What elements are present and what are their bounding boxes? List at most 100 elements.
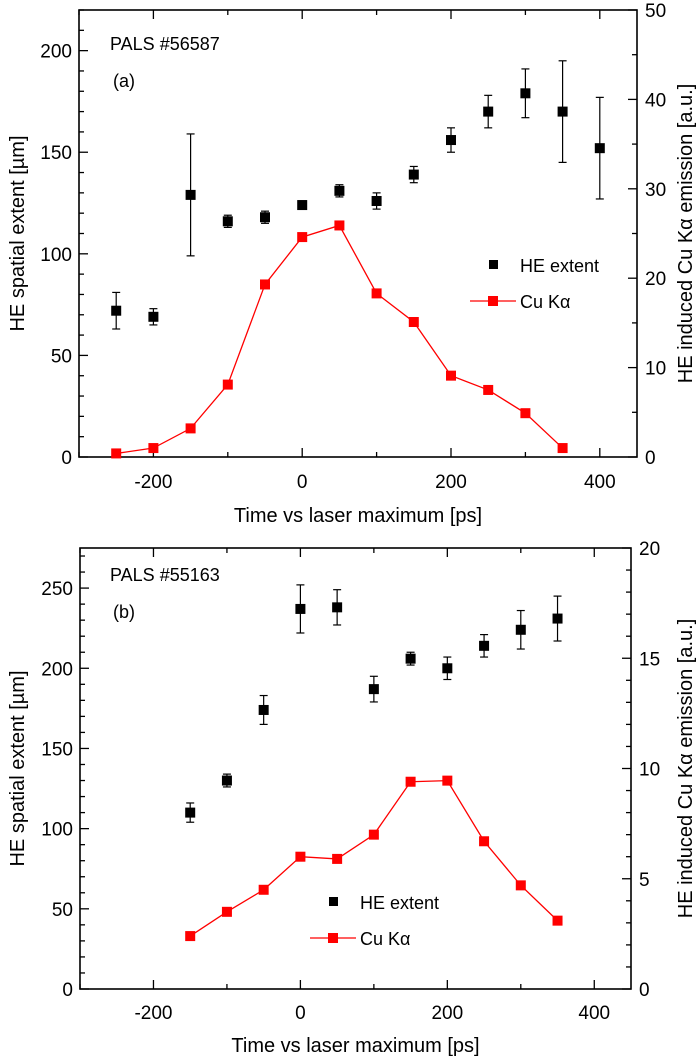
legend-marker-cu-kalpha [488, 296, 498, 306]
legend-marker-he-extent [489, 260, 498, 269]
x-axis-title: Time vs laser maximum [ps] [234, 505, 482, 527]
data-point [552, 915, 563, 926]
y-tick-label: 200 [40, 42, 72, 63]
data-point [515, 880, 526, 891]
y2-tick-label: 5 [639, 870, 650, 891]
y-tick-label: 0 [61, 448, 72, 469]
data-point [297, 232, 308, 243]
data-point [446, 135, 456, 146]
y-tick-label: 250 [41, 579, 73, 600]
data-point [260, 279, 270, 290]
data-point [405, 653, 416, 664]
x-tick-label: 0 [295, 1003, 306, 1024]
data-point [334, 220, 345, 231]
series-he-extent [185, 584, 563, 823]
x-tick-label: 200 [431, 1003, 463, 1024]
data-point [483, 384, 494, 395]
legend-label-cu-kalpha: Cu Kα [520, 292, 570, 312]
data-point [222, 216, 233, 227]
data-point [258, 704, 269, 715]
x-axis-title: Time vs laser maximum [ps] [231, 1035, 479, 1057]
data-point [295, 851, 306, 862]
data-point [334, 185, 345, 196]
y2-axis-title: HE induced Cu Kα emission [a.u.] [675, 84, 697, 383]
x-tick-label: 400 [578, 1003, 610, 1024]
data-point [479, 836, 490, 847]
panel-label: (b) [113, 602, 135, 622]
data-point [479, 640, 490, 651]
data-point [515, 624, 526, 635]
series-he-extent [111, 60, 605, 330]
y-tick-label: 200 [41, 659, 73, 680]
y-tick-label: 100 [41, 820, 73, 841]
panel-label: (a) [113, 71, 135, 91]
legend-label-cu-kalpha: Cu Kα [360, 929, 410, 949]
data-point [408, 169, 419, 180]
series-cu-kalpha [111, 220, 568, 459]
y2-tick-label: 10 [645, 359, 666, 380]
plot-frame [78, 9, 638, 458]
panel-b: -200 0 200 400 0 50 100 150 200 250 0 5 10 15 20 Time v… [7, 539, 697, 1057]
y2-tick-label: 0 [639, 980, 650, 1001]
data-point [295, 603, 306, 614]
data-point [368, 684, 379, 695]
data-point [297, 200, 308, 211]
y2-axis-title: HE induced Cu Kα emission [a.u.] [675, 619, 697, 918]
data-point [258, 884, 269, 895]
data-point [260, 212, 270, 223]
data-point [371, 288, 382, 299]
data-point [371, 195, 382, 206]
y2-tick-label: 20 [645, 269, 666, 290]
series-cu-kalpha [185, 775, 563, 942]
data-point [332, 853, 343, 864]
data-point [185, 189, 196, 200]
data-point [221, 906, 232, 917]
y-axis-title: HE spatial extent [µm] [7, 135, 29, 331]
data-point [185, 931, 196, 942]
data-point [557, 106, 568, 117]
data-point [111, 305, 122, 316]
x-tick-label: 0 [297, 472, 308, 493]
y2-tick-label: 10 [639, 760, 660, 781]
data-point [185, 807, 196, 818]
data-point [332, 602, 343, 613]
y-tick-label: 100 [40, 245, 72, 266]
data-point [594, 143, 605, 154]
data-point [442, 663, 453, 674]
shot-annotation: PALS #56587 [110, 34, 220, 54]
y-tick-label: 150 [41, 739, 73, 760]
x-tick-label: 200 [435, 472, 467, 493]
y2-tick-label: 15 [639, 649, 660, 670]
legend-marker-cu-kalpha [328, 933, 338, 943]
y-tick-label: 50 [51, 346, 72, 367]
data-point [520, 408, 531, 419]
shot-annotation: PALS #55163 [110, 565, 220, 585]
data-point [222, 379, 233, 390]
series-line [116, 224, 564, 455]
data-point [442, 775, 453, 786]
y-tick-label: 150 [40, 143, 72, 164]
x-tick-label: -200 [134, 472, 172, 493]
data-point [111, 448, 122, 459]
y2-tick-label: 30 [645, 180, 666, 201]
y2-tick-label: 40 [645, 90, 666, 111]
data-point [446, 370, 456, 381]
legend-label-he-extent: HE extent [360, 893, 439, 913]
legend: HE extent Cu Kα [310, 893, 439, 949]
x-tick-label: -200 [134, 1003, 172, 1024]
legend: HE extent Cu Kα [470, 256, 599, 312]
data-point [185, 423, 196, 434]
data-point [148, 311, 159, 322]
data-point [408, 317, 419, 328]
plot-frame [79, 547, 632, 990]
y-tick-label: 50 [52, 900, 73, 921]
panel-a: -200 0 200 400 0 50 100 150 200 0 10 20 30 40 50 Time v… [7, 1, 697, 527]
legend-label-he-extent: HE extent [520, 256, 599, 276]
data-point [405, 776, 416, 787]
data-point [368, 829, 379, 840]
data-point [148, 443, 159, 454]
x-tick-label: 400 [584, 472, 616, 493]
y2-tick-label: 20 [639, 539, 660, 560]
y2-tick-label: 0 [645, 448, 656, 469]
